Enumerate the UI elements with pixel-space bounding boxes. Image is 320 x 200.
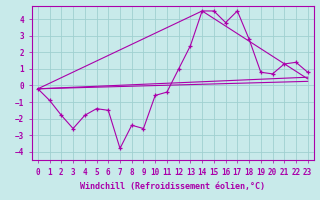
X-axis label: Windchill (Refroidissement éolien,°C): Windchill (Refroidissement éolien,°C): [80, 182, 265, 191]
